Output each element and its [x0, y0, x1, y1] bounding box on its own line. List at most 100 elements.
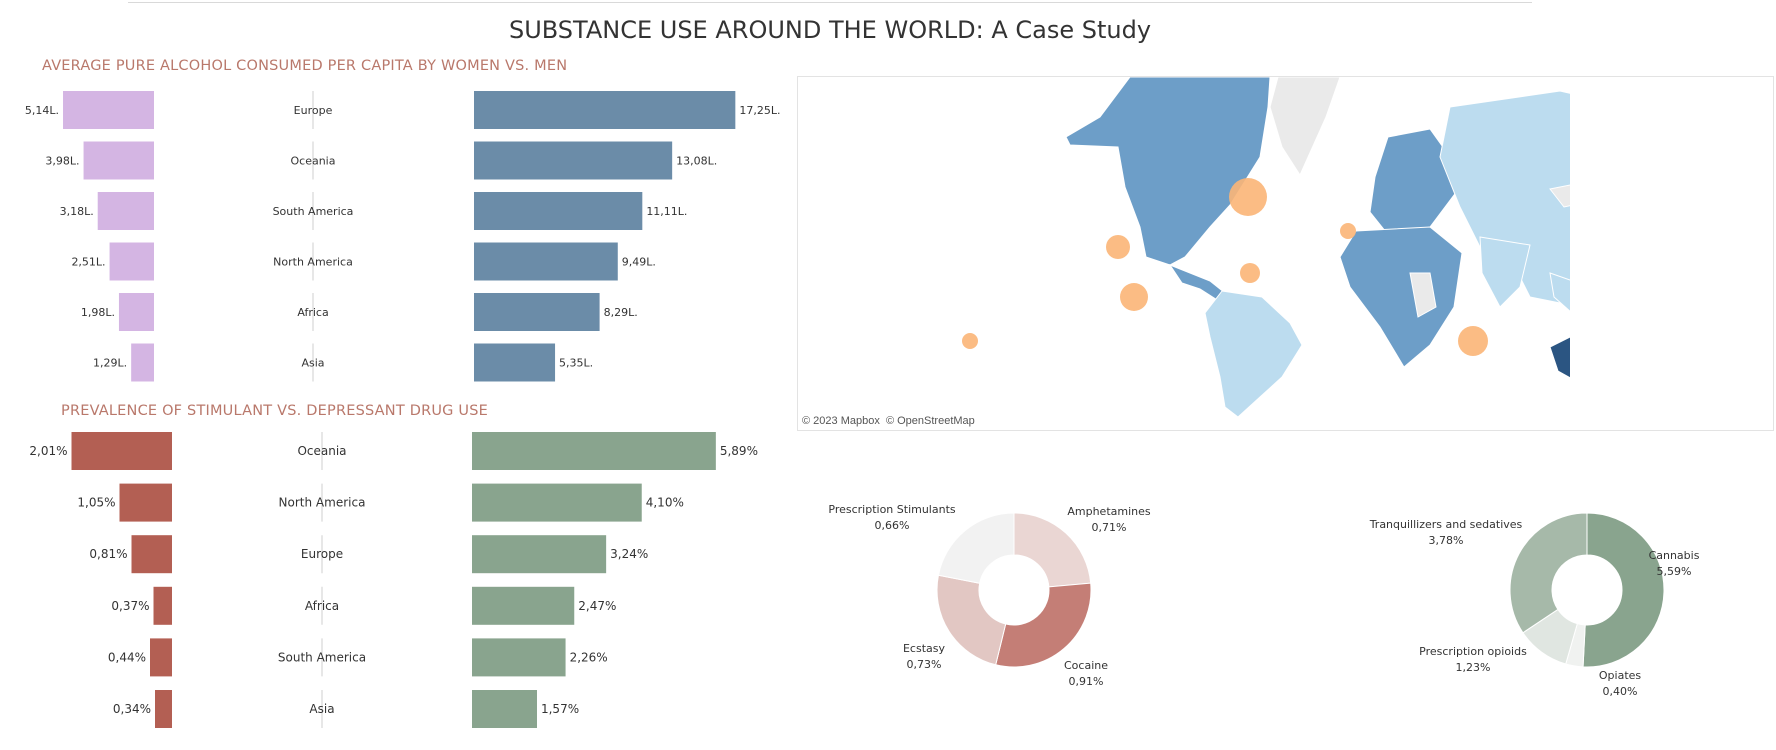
bar-left-label-europe: 0,81% — [89, 547, 127, 561]
drug-bar-chart: 2,01% Oceania 5,89% 1,05% North America 4,10%… — [29, 432, 758, 728]
bar-left-africa[interactable] — [118, 293, 154, 331]
map-bubble-europe[interactable] — [1229, 178, 1267, 216]
bar-right-north-america[interactable] — [472, 483, 642, 522]
bar-right-africa[interactable] — [474, 293, 600, 331]
bar-right-africa[interactable] — [472, 586, 575, 625]
map-bubble-oceania-edge[interactable] — [962, 333, 978, 349]
bar-right-label-oceania: 5,89% — [720, 444, 758, 458]
bar-left-asia[interactable] — [155, 690, 172, 728]
bar-left-label-europe: 5,14L. — [25, 104, 59, 117]
category-label-europe: Europe — [301, 547, 343, 561]
slice-name-ecstasy: Ecstasy — [903, 642, 946, 655]
category-label-north-america: North America — [273, 256, 353, 269]
slice-tranquillizers-and-sedatives[interactable] — [1509, 512, 1588, 634]
page-title: SUBSTANCE USE AROUND THE WORLD: A Case S… — [508, 16, 1152, 44]
map-canvas — [798, 77, 1773, 430]
map-region-south-america[interactable] — [1204, 290, 1303, 418]
slice-name-cannabis: Cannabis — [1649, 549, 1700, 562]
bar-left-label-asia: 1,29L. — [93, 357, 127, 370]
category-label-oceania: Oceania — [297, 444, 346, 458]
bar-right-oceania[interactable] — [472, 432, 716, 470]
slice-value-ecstasy: 0,73% — [907, 658, 942, 671]
alcohol-bar-chart: 5,14L. Europe 17,25L. 3,98L. Oceania 13,08L. 3… — [25, 91, 780, 382]
bar-right-label-south-america: 11,11L. — [646, 205, 687, 218]
map-bubble-south-america[interactable] — [1120, 283, 1148, 311]
slice-prescription-stimulants[interactable] — [937, 512, 1015, 584]
bar-left-south-america[interactable] — [150, 638, 172, 677]
slice-value-opiates: 0,40% — [1603, 685, 1638, 698]
slice-value-prescription-stimulants: 0,66% — [875, 519, 910, 532]
bar-right-europe[interactable] — [474, 91, 736, 129]
slice-name-amphetamines: Amphetamines — [1067, 505, 1151, 518]
bar-left-oceania[interactable] — [71, 432, 173, 470]
osm-attribution[interactable]: © OpenStreetMap — [885, 415, 975, 427]
map-region-north-america[interactable] — [1065, 77, 1271, 266]
slice-name-cocaine: Cocaine — [1064, 659, 1108, 672]
category-label-africa: Africa — [297, 306, 328, 319]
drug-section-title: PREVALENCE OF STIMULANT VS. DEPRESSANT D… — [61, 403, 488, 419]
bar-right-oceania[interactable] — [474, 141, 673, 180]
bar-left-label-south-america: 3,18L. — [60, 205, 94, 218]
slice-cocaine[interactable] — [995, 582, 1092, 668]
slice-name-prescription-stimulants: Prescription Stimulants — [828, 503, 956, 516]
map-region-greenland[interactable] — [1269, 77, 1341, 177]
bar-right-label-oceania: 13,08L. — [676, 155, 717, 168]
map-bubble-africa[interactable] — [1240, 263, 1260, 283]
bar-left-label-south-america: 0,44% — [108, 650, 146, 664]
bar-right-label-asia: 5,35L. — [559, 357, 593, 370]
bar-right-label-asia: 1,57% — [541, 702, 579, 716]
slice-ecstasy[interactable] — [936, 574, 1007, 666]
bar-left-label-north-america: 2,51L. — [71, 256, 105, 269]
map-region-nodata-africa[interactable] — [1409, 272, 1437, 318]
bar-left-south-america[interactable] — [97, 192, 154, 230]
bar-left-oceania[interactable] — [83, 141, 154, 180]
category-label-asia: Asia — [301, 357, 324, 370]
bar-left-label-africa: 0,37% — [111, 599, 149, 613]
slice-value-cocaine: 0,91% — [1069, 675, 1104, 688]
map-attribution[interactable]: © 2023 Mapbox © OpenStreetMap — [802, 415, 975, 427]
bar-left-label-north-america: 1,05% — [77, 496, 115, 510]
category-label-south-america: South America — [278, 650, 366, 664]
bar-left-africa[interactable] — [153, 586, 173, 625]
bar-left-europe[interactable] — [63, 91, 154, 129]
bar-right-label-north-america: 9,49L. — [622, 256, 656, 269]
bar-right-label-africa: 8,29L. — [604, 306, 638, 319]
category-label-north-america: North America — [279, 496, 366, 510]
bar-left-north-america[interactable] — [119, 483, 173, 522]
slice-name-tranquillizers-and-sedatives: Tranquillizers and sedatives — [1369, 518, 1523, 531]
bar-right-south-america[interactable] — [474, 192, 643, 230]
slice-cannabis[interactable] — [1582, 512, 1665, 668]
map-region-india[interactable] — [1479, 236, 1531, 308]
bar-right-label-north-america: 4,10% — [646, 496, 684, 510]
map-right-margin — [1570, 77, 1773, 430]
stimulants-donut-chart: Amphetamines 0,71% Cocaine 0,91% Ecstasy 0,73… — [828, 503, 1151, 688]
slice-value-prescription-opioids: 1,23% — [1456, 661, 1491, 674]
map-bubble-oceania[interactable] — [1458, 326, 1488, 356]
world-map[interactable]: © 2023 Mapbox © OpenStreetMap — [797, 76, 1774, 431]
bar-right-label-europe: 3,24% — [610, 547, 648, 561]
slice-name-opiates: Opiates — [1599, 669, 1642, 682]
bar-left-label-oceania: 2,01% — [29, 444, 67, 458]
bar-right-asia[interactable] — [472, 690, 537, 728]
bar-left-label-africa: 1,98L. — [81, 306, 115, 319]
bar-right-north-america[interactable] — [474, 242, 618, 281]
bar-right-label-europe: 17,25L. — [739, 104, 780, 117]
map-bubble-north-america[interactable] — [1106, 235, 1130, 259]
bar-right-south-america[interactable] — [472, 638, 566, 677]
mapbox-attribution[interactable]: © 2023 Mapbox — [802, 415, 880, 427]
slice-name-prescription-opioids: Prescription opioids — [1419, 645, 1527, 658]
category-label-africa: Africa — [305, 599, 339, 613]
category-label-europe: Europe — [294, 104, 333, 117]
bar-left-europe[interactable] — [131, 535, 173, 574]
bar-right-asia[interactable] — [474, 343, 556, 382]
alcohol-section-title: AVERAGE PURE ALCOHOL CONSUMED PER CAPITA… — [42, 58, 568, 74]
map-region-africa[interactable] — [1339, 226, 1463, 368]
bar-left-label-asia: 0,34% — [113, 702, 151, 716]
bar-left-north-america[interactable] — [109, 242, 154, 281]
map-bubble-asia[interactable] — [1340, 223, 1356, 239]
category-label-south-america: South America — [273, 205, 354, 218]
bar-right-europe[interactable] — [472, 535, 607, 574]
bar-left-asia[interactable] — [131, 343, 154, 382]
slice-value-amphetamines: 0,71% — [1092, 521, 1127, 534]
slice-amphetamines[interactable] — [1013, 512, 1092, 588]
